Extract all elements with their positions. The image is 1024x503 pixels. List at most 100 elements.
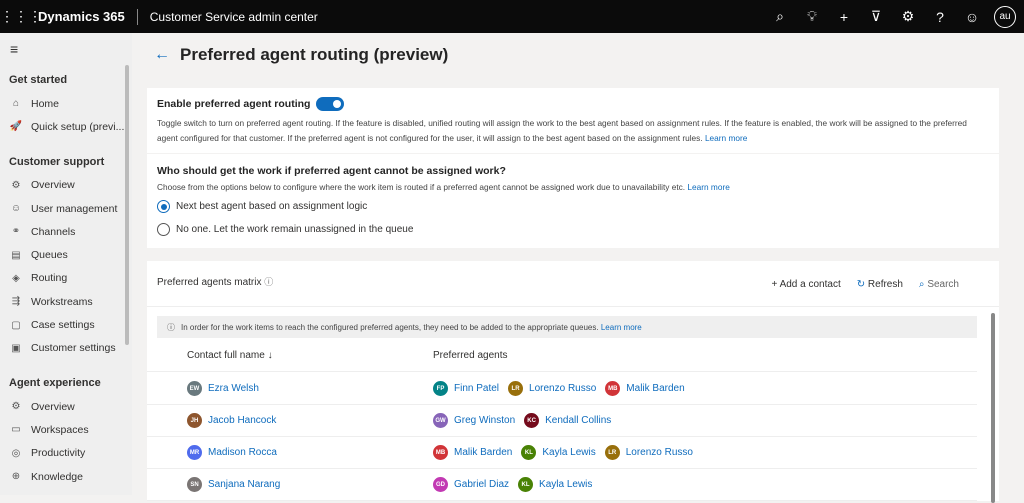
search-box[interactable]: ⌕ Search: [919, 279, 959, 290]
sidebar-item-label: Routing: [31, 272, 68, 285]
user-avatar[interactable]: au: [994, 5, 1016, 28]
agent-name[interactable]: Lorenzo Russo: [529, 383, 597, 394]
learn-more-link[interactable]: Learn more: [687, 182, 730, 192]
matrix-title: Preferred agents matrix: [157, 277, 262, 288]
gear-icon[interactable]: ⚙: [901, 8, 915, 24]
agent-name[interactable]: Kayla Lewis: [539, 479, 593, 490]
agent-chip[interactable]: KC Kendall Collins: [524, 413, 611, 428]
sidebar-item-icon: ⚙: [11, 401, 21, 413]
divider: [147, 306, 999, 307]
column-header-contact[interactable]: Contact full name ↓: [187, 350, 273, 361]
agent-chip[interactable]: GD Gabriel Diaz: [433, 477, 509, 492]
avatar: KL: [521, 445, 537, 460]
sidebar-item-overview[interactable]: ⚙ Overview: [0, 174, 132, 197]
avatar: LR: [604, 445, 620, 460]
agent-chip[interactable]: FP Finn Patel: [433, 381, 499, 396]
avatar: FP: [433, 381, 448, 396]
agent-chip[interactable]: LR Lorenzo Russo: [508, 381, 596, 396]
agent-name[interactable]: Finn Patel: [454, 383, 500, 394]
app-launcher-icon[interactable]: ⋮⋮⋮: [0, 8, 42, 24]
sidebar-item-customer-settings[interactable]: ▣ Customer settings: [0, 337, 132, 360]
agent-name[interactable]: Kendall Collins: [545, 415, 612, 426]
agent-chip[interactable]: KL Kayla Lewis: [521, 445, 596, 460]
agent-name[interactable]: Greg Winston: [454, 415, 516, 426]
contact-name[interactable]: Madison Rocca: [208, 447, 277, 458]
info-icon[interactable]: ⓘ: [264, 277, 274, 287]
agent-name[interactable]: Malik Barden: [626, 383, 685, 394]
matrix-scrollbar[interactable]: [991, 313, 995, 503]
refresh-icon: ↻: [856, 279, 868, 290]
top-bar: ⋮⋮⋮ Dynamics 365 Customer Service admin …: [0, 0, 1024, 33]
sidebar-item-routing[interactable]: ◈ Routing: [0, 267, 132, 290]
sidebar-item-workspaces[interactable]: ▭ Workspaces: [0, 418, 132, 441]
agent-name[interactable]: Gabriel Diaz: [454, 479, 510, 490]
sidebar-item-user-management[interactable]: ☺ User management: [0, 197, 132, 220]
info-icon: ⓘ: [167, 322, 175, 332]
sidebar-item-quick-setup-previ[interactable]: 🚀 Quick setup (previ...: [0, 115, 132, 138]
agent-name[interactable]: Lorenzo Russo: [625, 447, 693, 458]
enable-description: Toggle switch to turn on preferred agent…: [157, 118, 967, 143]
refresh-button[interactable]: ↻ Refresh: [857, 279, 903, 290]
fallback-description: Choose from the options below to configu…: [157, 182, 686, 192]
sort-down-icon: ↓: [267, 350, 273, 361]
sidebar-item-icon: ◈: [12, 272, 20, 284]
back-arrow-icon[interactable]: ←: [154, 46, 170, 63]
agent-chip[interactable]: LR Lorenzo Russo: [604, 445, 693, 460]
sidebar-item-workstreams[interactable]: ⇶ Workstreams: [0, 290, 132, 313]
sidebar-item-icon: 🚀: [9, 121, 23, 133]
smiley-icon[interactable]: ☺: [964, 8, 980, 25]
contact-name[interactable]: Ezra Welsh: [208, 383, 259, 394]
agent-name[interactable]: Kayla Lewis: [542, 447, 596, 458]
search-icon[interactable]: ⌕: [776, 8, 784, 24]
enable-toggle[interactable]: [316, 97, 345, 111]
table-row: SN Sanjana Narang GD Gabriel Diaz KL Kayla Le…: [147, 469, 977, 501]
lightbulb-icon[interactable]: 💡︎: [807, 8, 817, 24]
plus-icon: +: [771, 279, 780, 290]
sidebar-item-channels[interactable]: ⚭ Channels: [0, 220, 132, 243]
help-icon[interactable]: ?: [936, 8, 944, 25]
hamburger-icon[interactable]: ≡: [10, 41, 19, 57]
refresh-label: Refresh: [867, 279, 903, 290]
sidebar-item-label: Workstreams: [31, 295, 93, 308]
add-contact-button[interactable]: + Add a contact: [772, 279, 841, 290]
contact-name[interactable]: Jacob Hancock: [208, 415, 277, 426]
sidebar-item-icon: ◎: [11, 447, 21, 459]
filter-icon[interactable]: ⊽: [870, 8, 882, 24]
sidebar-item-icon: ▤: [11, 249, 21, 261]
column-label: Contact full name: [187, 350, 265, 361]
agent-chip[interactable]: MB Malik Barden: [605, 381, 685, 396]
plus-icon[interactable]: +: [839, 8, 849, 25]
avatar: MB: [433, 445, 448, 460]
learn-more-link[interactable]: Learn more: [704, 133, 748, 143]
sidebar-item-icon: ▭: [11, 424, 21, 436]
sidebar-item-overview[interactable]: ⚙ Overview: [0, 395, 132, 418]
agent-chip[interactable]: KL Kayla Lewis: [518, 477, 592, 492]
agent-chip[interactable]: GW Greg Winston: [433, 413, 515, 428]
brand[interactable]: Dynamics 365: [38, 9, 125, 24]
agent-chip[interactable]: MB Malik Barden: [433, 445, 512, 460]
sidebar-item-label: User management: [31, 202, 118, 215]
sidebar-item-productivity[interactable]: ◎ Productivity: [0, 442, 132, 465]
radio-button[interactable]: [157, 200, 170, 213]
sidebar-item-label: Productivity: [31, 447, 86, 460]
sidebar: ≡ Get started ⌂ Home 🚀 Quick setup (previ...…: [0, 33, 132, 495]
radio-next-best-agent[interactable]: Next best agent based on assignment logi…: [157, 195, 989, 218]
sidebar-item-queues[interactable]: ▤ Queues: [0, 243, 132, 266]
table-row: JH Jacob Hancock GW Greg Winston KC Kendall C…: [147, 405, 977, 437]
sidebar-item-knowledge[interactable]: ⊕ Knowledge: [0, 465, 132, 488]
radio-button[interactable]: [157, 223, 170, 236]
radio-no-one[interactable]: No one. Let the work remain unassigned i…: [157, 218, 989, 241]
sidebar-scrollbar[interactable]: [125, 65, 129, 345]
sidebar-item-label: Channels: [31, 225, 76, 238]
radio-label: No one. Let the work remain unassigned i…: [176, 224, 414, 235]
agent-name[interactable]: Malik Barden: [454, 447, 513, 458]
column-header-agents[interactable]: Preferred agents: [433, 350, 508, 361]
main-content: ← Preferred agent routing (preview) Enabl…: [132, 33, 1024, 503]
avatar: EW: [187, 381, 202, 396]
learn-more-link[interactable]: Learn more: [600, 322, 642, 332]
sidebar-item-case-settings[interactable]: ▢ Case settings: [0, 313, 132, 336]
sidebar-item-home[interactable]: ⌂ Home: [0, 92, 132, 115]
radio-label: Next best agent based on assignment logi…: [176, 201, 368, 212]
sidebar-item-label: Overview: [31, 179, 75, 192]
contact-name[interactable]: Sanjana Narang: [208, 479, 281, 490]
